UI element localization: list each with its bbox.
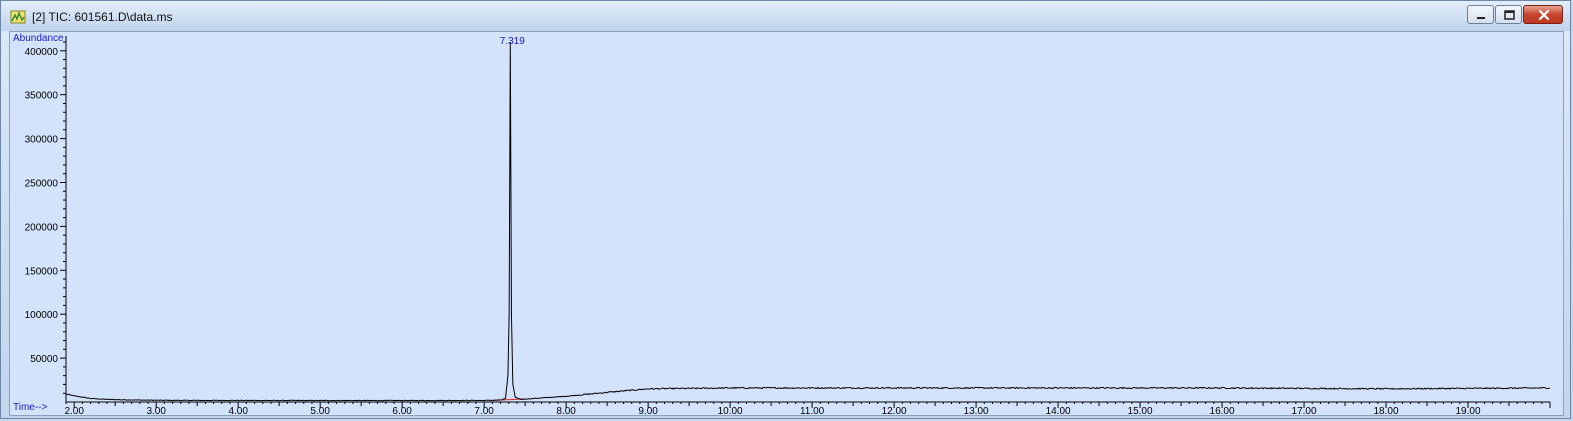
maximize-icon <box>1504 10 1515 20</box>
x-tick-label: 18.00 <box>1374 406 1399 415</box>
y-tick-label: 350000 <box>25 91 59 102</box>
minimize-icon <box>1477 17 1485 19</box>
x-tick-label: 15.00 <box>1128 406 1153 415</box>
annotation-layer: 7.319 <box>500 36 525 47</box>
x-tick-label: 3.00 <box>146 406 166 415</box>
x-tick-label: 10.00 <box>718 406 743 415</box>
x-tick-label: 19.00 <box>1455 406 1480 415</box>
x-tick-label: 7.00 <box>474 406 494 415</box>
y-axis-label: Abundance <box>13 33 64 44</box>
series-layer <box>65 41 1551 402</box>
x-tick-label: 13.00 <box>964 406 989 415</box>
title-bar[interactable]: [2] TIC: 601561.D\data.ms <box>1 1 1570 31</box>
x-tick-label: 12.00 <box>882 406 907 415</box>
x-tick-label: 4.00 <box>228 406 248 415</box>
y-tick-label: 200000 <box>25 222 59 233</box>
x-axis: 2.00 3.00 4.00 5.00 6.00 7.00 8.00 9.00 10.00 11.… <box>64 401 1551 415</box>
minimize-button[interactable] <box>1467 5 1494 24</box>
y-tick-label: 150000 <box>25 266 59 277</box>
x-tick-label: 8.00 <box>556 406 576 415</box>
peak-label: 7.319 <box>500 36 525 47</box>
tic-chart: Abundance Time--> 50000 100000 150000 20000… <box>13 33 1551 415</box>
chromatogram-plot-area[interactable]: Abundance Time--> 50000 100000 150000 20000… <box>9 31 1564 416</box>
x-tick-label: 6.00 <box>392 406 412 415</box>
y-tick-label: 300000 <box>25 135 59 146</box>
maximize-button[interactable] <box>1495 5 1522 24</box>
window-title: [2] TIC: 601561.D\data.ms <box>32 10 173 24</box>
y-tick-label: 250000 <box>25 178 59 189</box>
window-controls <box>1466 5 1563 25</box>
chromatogram-app-icon <box>10 10 26 24</box>
series-line-0 <box>65 41 1551 402</box>
x-tick-label: 17.00 <box>1292 406 1317 415</box>
close-icon <box>1538 9 1550 21</box>
y-axis: 50000 100000 150000 200000 250000 300000 35000… <box>25 36 67 402</box>
x-tick-label: 11.00 <box>800 406 825 415</box>
close-button[interactable] <box>1523 5 1563 24</box>
x-tick-label: 14.00 <box>1046 406 1071 415</box>
x-tick-label: 2.00 <box>64 406 84 415</box>
x-axis-label: Time--> <box>13 402 48 413</box>
x-tick-label: 5.00 <box>310 406 330 415</box>
x-tick-label: 16.00 <box>1210 406 1235 415</box>
y-tick-label: 50000 <box>30 354 58 365</box>
x-tick-label: 9.00 <box>638 406 658 415</box>
y-tick-label: 100000 <box>25 310 59 321</box>
y-tick-label: 400000 <box>25 47 59 58</box>
